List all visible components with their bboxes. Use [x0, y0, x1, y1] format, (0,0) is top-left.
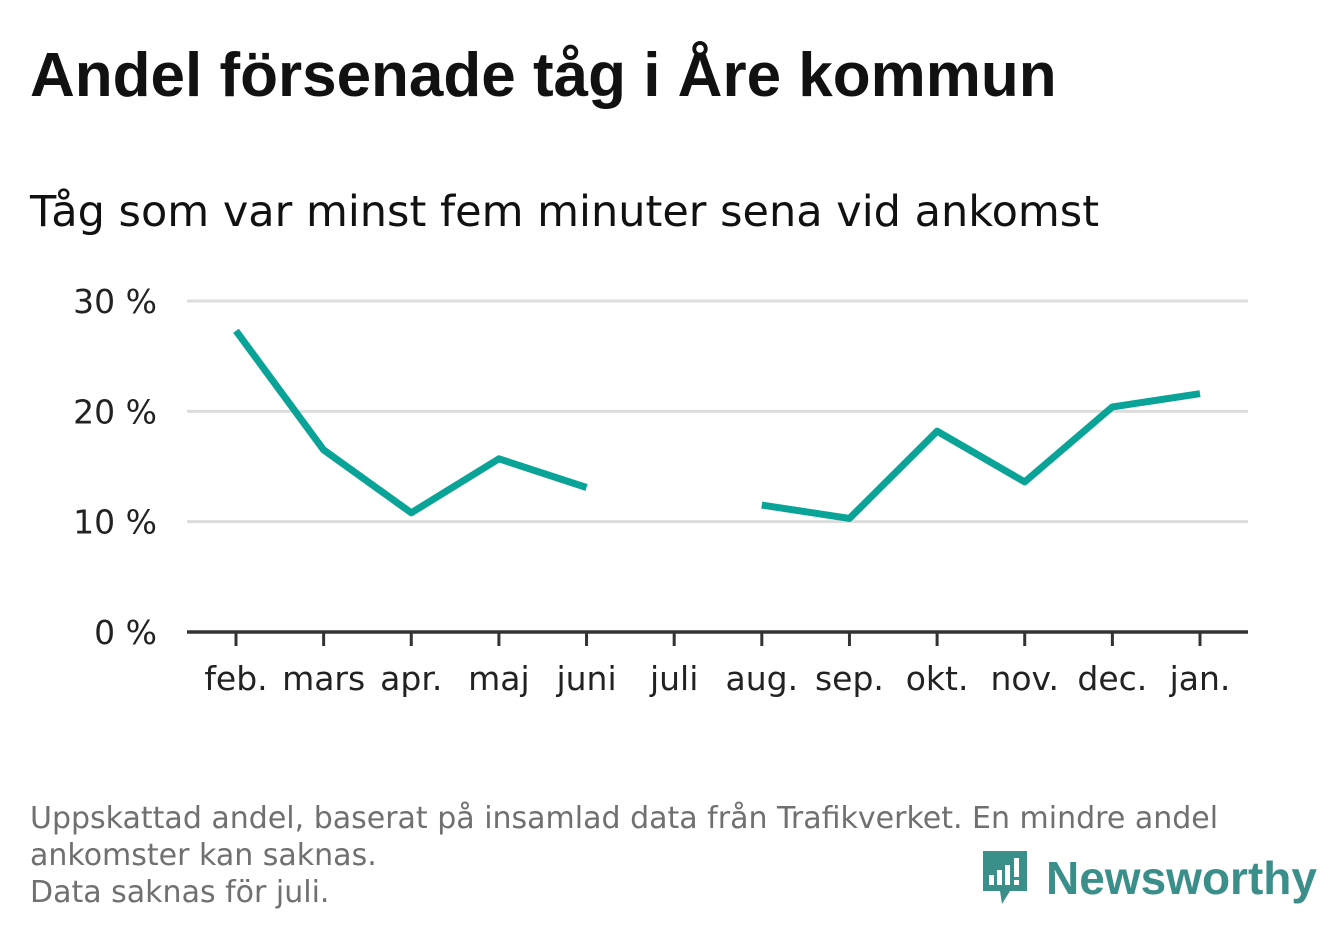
x-axis [187, 630, 1248, 646]
chart-title: Andel försenade tåg i Åre kommun [30, 41, 1057, 110]
footnote-line-2: ankomster kan saknas. [30, 838, 377, 873]
x-tick-label: juli [649, 659, 698, 698]
series-lines [233, 328, 1201, 522]
footnote-line-3: Data saknas för juli. [30, 875, 330, 910]
x-tick-label: apr. [380, 659, 442, 698]
y-tick-label: 30 % [73, 282, 157, 321]
x-tick-label: dec. [1077, 659, 1147, 698]
series-line-segment [761, 390, 1201, 522]
x-tick-label: mars [282, 659, 365, 698]
x-tick-label: juni [555, 659, 616, 698]
line-chart: 0 % 10 % 20 % 30 % feb. mars apr. maj juni juli a… [73, 282, 1248, 698]
footnote-line-1: Uppskattad andel, baserat på insamlad da… [30, 801, 1219, 836]
x-tick-label: aug. [726, 659, 799, 698]
chart-subtitle: Tåg som var minst fem minuter sena vid a… [30, 187, 1100, 237]
footnote: Uppskattad andel, baserat på insamlad da… [30, 800, 1280, 911]
brand-name: Newsworthy [1046, 852, 1317, 904]
series-line-segment [233, 328, 588, 517]
y-tick-label: 10 % [73, 503, 157, 542]
newsworthy-bar-chart-bubble-icon [983, 851, 1027, 904]
x-axis-labels: feb. mars apr. maj juni juli aug. sep. okt. nov. d… [204, 659, 1230, 698]
x-tick-label: feb. [204, 659, 267, 698]
x-tick-label: okt. [906, 659, 969, 698]
x-tick-label: nov. [990, 659, 1059, 698]
x-tick-label: maj [468, 659, 530, 698]
newsworthy-logo: Newsworthy [980, 846, 1317, 910]
y-tick-label: 0 % [94, 613, 157, 652]
x-tick-label: sep. [815, 659, 884, 698]
x-tick-label: jan. [1169, 659, 1231, 698]
gridlines [187, 299, 1248, 524]
y-axis-labels: 0 % 10 % 20 % 30 % [73, 282, 157, 652]
y-tick-label: 20 % [73, 392, 157, 431]
